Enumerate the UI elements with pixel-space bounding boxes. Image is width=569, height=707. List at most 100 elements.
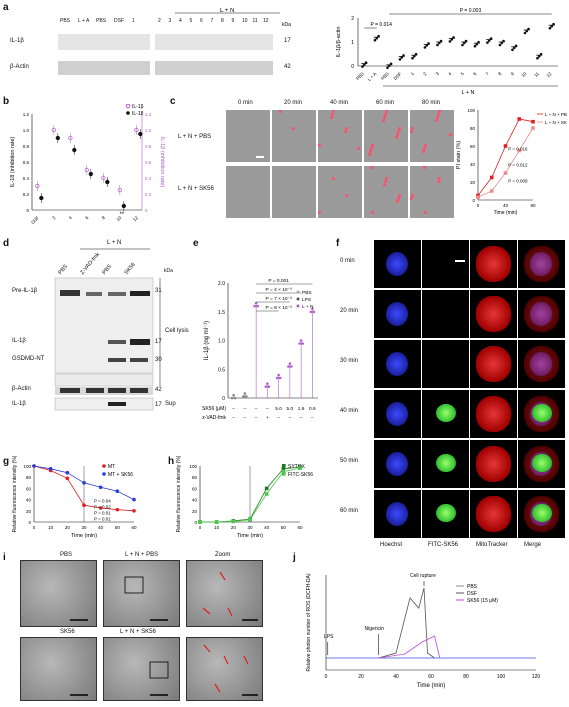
y-tick-label: 40 xyxy=(26,498,32,503)
data-point xyxy=(373,38,377,42)
p-value: P = 0.003 xyxy=(460,8,482,14)
data-point xyxy=(503,171,508,175)
pi-dot xyxy=(435,119,438,122)
data-point xyxy=(362,63,366,66)
row-value: 0.6 xyxy=(309,406,316,412)
y-tick-label: 1.5 xyxy=(218,310,225,316)
x-tick-label: PBS xyxy=(355,71,365,81)
nucleus xyxy=(386,402,408,426)
y-tick-label: 2.0 xyxy=(218,281,225,287)
legend-label: L + N + PBS xyxy=(545,112,567,117)
y-tick-label: 1.0 xyxy=(218,339,225,345)
tem-pbs xyxy=(20,560,97,627)
x-tick-label: 0 xyxy=(477,203,480,208)
lane-label: PBS xyxy=(60,18,71,24)
time-label: 60 min xyxy=(376,100,395,106)
panel-g-chart-svg: 0 20 40 60 80 100 0 10 20 30 40 50 60 Time (min) Relat… xyxy=(12,455,137,539)
data-point xyxy=(278,376,282,380)
x-tick-label: 4 xyxy=(68,215,74,221)
pi-dot xyxy=(369,150,372,153)
data-point xyxy=(245,395,248,398)
column-label: MitoTracker xyxy=(476,542,508,548)
y2-tick-label: 1.2 xyxy=(145,112,152,117)
data-point xyxy=(233,396,237,400)
panel-c-row-pbs: L + N + PBS xyxy=(178,134,212,140)
data-point xyxy=(462,41,466,45)
row-value: + xyxy=(266,416,269,421)
data-point xyxy=(523,31,527,35)
panel-label-b: b xyxy=(3,96,10,107)
data-point xyxy=(425,44,429,47)
data-point xyxy=(448,40,452,43)
row-value: – xyxy=(277,416,280,421)
confocal-image xyxy=(422,440,469,488)
pi-image xyxy=(272,110,316,162)
mito-signal xyxy=(476,296,511,332)
data-point xyxy=(514,44,518,48)
data-point xyxy=(115,507,120,512)
confocal-image xyxy=(374,240,421,288)
data-point xyxy=(377,34,380,38)
data-point xyxy=(267,385,271,388)
data-point xyxy=(253,304,256,308)
p-value: P = 7 × 10⁻³ xyxy=(266,296,293,302)
y2-tick-label: 0.6 xyxy=(145,160,152,165)
data-point xyxy=(527,27,530,31)
data-point xyxy=(550,24,554,28)
pi-image xyxy=(272,166,316,218)
mito-signal xyxy=(476,446,511,482)
data-point xyxy=(498,43,502,47)
pi-dot xyxy=(424,144,427,147)
panel-c-chart-svg: 0 20 40 60 80 100 0 40 80 Time (min) PI stain (%) L… xyxy=(456,108,569,216)
legend-marker xyxy=(296,297,300,301)
confocal-image xyxy=(422,290,469,338)
lane-label: 1 xyxy=(132,18,135,24)
y-tick-label: 0 xyxy=(472,198,475,203)
pi-dot xyxy=(395,136,398,139)
nucleus xyxy=(386,352,408,376)
data-point xyxy=(476,193,480,198)
pi-dot xyxy=(331,113,334,116)
p-value: P = 0.04 xyxy=(94,498,111,503)
pi-dot xyxy=(370,147,373,150)
y-tick-label: 1.2 xyxy=(23,112,30,117)
data-point xyxy=(473,44,477,48)
data-point xyxy=(256,304,259,308)
time-label: 20 min xyxy=(340,308,359,314)
data-point xyxy=(412,54,416,58)
confocal-image xyxy=(374,340,421,388)
data-point xyxy=(65,476,70,481)
y-tick-label: 0.6 xyxy=(23,160,30,165)
legend-label: MT xyxy=(108,464,115,470)
x-tick-label: 6 xyxy=(472,71,478,77)
annotation-nigericin: Nigericin xyxy=(365,626,385,632)
legend-marker xyxy=(125,103,131,109)
panel-h-chart: 0 20 40 60 80 100 0 10 20 30 40 50 60 Time (min) Relat… xyxy=(170,455,335,548)
data-point xyxy=(65,470,70,475)
y-tick-label: 20 xyxy=(26,509,32,514)
data-point xyxy=(539,52,543,56)
x-tick-label: 60 xyxy=(131,525,137,530)
data-point xyxy=(531,119,535,124)
row-value: – xyxy=(266,407,269,412)
data-point xyxy=(298,342,301,345)
pi-dot xyxy=(436,116,439,119)
x-tick-label: 5 xyxy=(460,71,466,77)
data-point xyxy=(537,54,541,58)
data-point xyxy=(32,464,36,468)
data-point xyxy=(198,520,202,524)
confocal-image xyxy=(518,490,565,538)
pi-dot xyxy=(449,133,452,136)
y-axis-label: Relative fluorescence intensity (%) xyxy=(12,456,18,532)
panel-f-confocal: 0 min 20 min 30 min 40 min 50 min 60 min Hoech… xyxy=(340,240,568,550)
x-tick-label: 10 xyxy=(115,215,122,222)
x-axis-label: Time (min) xyxy=(237,533,263,539)
panel-i-label-zoom: Zoom xyxy=(215,552,231,558)
panel-i-label-sk56: SK56 xyxy=(60,629,75,635)
p-value: P = 0.001 xyxy=(268,278,289,284)
x-tick-label: L + A xyxy=(367,71,378,82)
y2-tick-label: 1.0 xyxy=(145,128,152,133)
data-point xyxy=(450,38,454,41)
data-point xyxy=(400,56,404,59)
y-tick-label: 60 xyxy=(26,486,32,491)
